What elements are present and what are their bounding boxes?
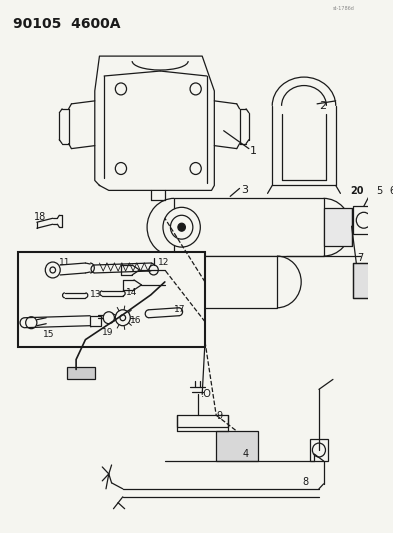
Circle shape xyxy=(163,207,200,247)
Circle shape xyxy=(312,443,325,457)
Text: 14: 14 xyxy=(126,288,137,297)
Circle shape xyxy=(149,265,158,275)
Text: 19: 19 xyxy=(102,328,114,337)
Text: 90105  4600A: 90105 4600A xyxy=(13,17,120,31)
Text: 1: 1 xyxy=(250,146,257,156)
Text: 7: 7 xyxy=(357,253,364,263)
Circle shape xyxy=(26,317,37,329)
Circle shape xyxy=(157,264,191,300)
Bar xyxy=(353,263,386,298)
Text: 2: 2 xyxy=(319,101,326,111)
Text: 13: 13 xyxy=(90,290,102,299)
Bar xyxy=(177,415,228,427)
Bar xyxy=(18,252,205,346)
Circle shape xyxy=(50,267,55,273)
Text: 8: 8 xyxy=(302,477,308,487)
Text: 16: 16 xyxy=(130,316,142,325)
Circle shape xyxy=(115,83,127,95)
Circle shape xyxy=(103,312,114,324)
Text: 15: 15 xyxy=(43,330,55,338)
Circle shape xyxy=(165,272,184,292)
Bar xyxy=(353,206,374,234)
Bar xyxy=(310,439,328,461)
Text: 11: 11 xyxy=(59,258,71,267)
Bar xyxy=(90,316,101,326)
Text: st-1786d: st-1786d xyxy=(333,6,355,11)
Circle shape xyxy=(356,212,371,228)
Text: 9: 9 xyxy=(216,411,222,421)
Text: 4: 4 xyxy=(242,449,248,459)
Text: 18: 18 xyxy=(34,212,46,222)
Text: 20: 20 xyxy=(350,187,363,197)
Circle shape xyxy=(171,215,193,239)
Text: 5: 5 xyxy=(376,187,382,197)
Text: 12: 12 xyxy=(158,258,170,267)
Circle shape xyxy=(115,163,127,174)
Bar xyxy=(67,367,95,379)
Bar xyxy=(323,208,352,246)
Bar xyxy=(165,256,277,308)
Bar xyxy=(174,198,323,256)
Bar xyxy=(216,431,258,461)
Circle shape xyxy=(190,163,201,174)
Text: 3: 3 xyxy=(241,185,248,196)
Circle shape xyxy=(178,223,185,231)
Circle shape xyxy=(120,315,126,321)
Text: 6: 6 xyxy=(389,187,393,197)
Text: 17: 17 xyxy=(174,305,185,314)
Circle shape xyxy=(386,200,393,211)
Circle shape xyxy=(190,83,201,95)
Circle shape xyxy=(45,262,60,278)
Circle shape xyxy=(115,310,130,326)
Text: :O: :O xyxy=(201,389,212,399)
